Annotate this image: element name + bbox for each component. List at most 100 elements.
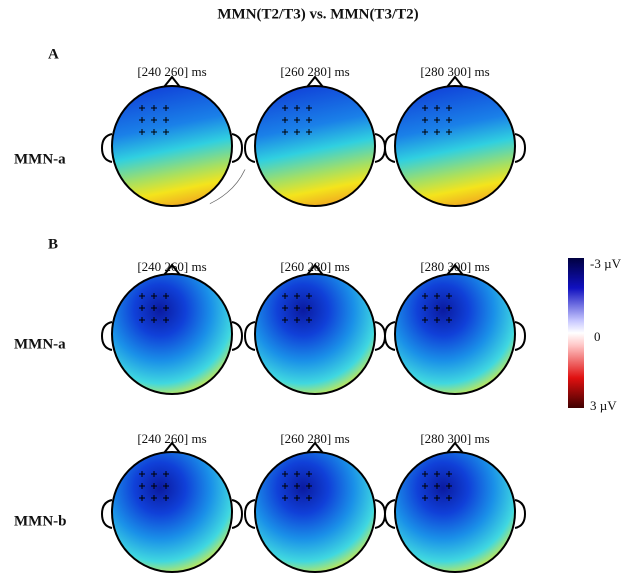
electrode (434, 305, 440, 311)
electrode (163, 293, 169, 299)
ear (374, 133, 387, 163)
electrode (294, 293, 300, 299)
electrode (306, 293, 312, 299)
nose (306, 441, 324, 454)
scalp (112, 274, 232, 394)
time-window-label: [260 280] ms (280, 431, 349, 446)
figure-title: MMN(T2/T3) vs. MMN(T3/T2) (217, 6, 418, 22)
electrode (294, 129, 300, 135)
electrode (306, 471, 312, 477)
topomap (377, 75, 533, 212)
electrode (139, 317, 145, 323)
electrode (434, 117, 440, 123)
electrode (151, 293, 157, 299)
electrode (294, 483, 300, 489)
ear (243, 321, 256, 351)
electrode (446, 471, 452, 477)
electrode (446, 495, 452, 501)
electrode (151, 495, 157, 501)
electrode (163, 117, 169, 123)
head-outline (394, 273, 516, 395)
nose (163, 75, 181, 88)
head-outline (254, 85, 376, 207)
topomap (377, 441, 533, 578)
electrode (446, 483, 452, 489)
scalp (395, 452, 515, 572)
ear (514, 321, 527, 351)
electrode (446, 293, 452, 299)
electrode (306, 105, 312, 111)
ear (231, 321, 244, 351)
ear (374, 499, 387, 529)
electrode (434, 129, 440, 135)
electrode (282, 483, 288, 489)
electrode (282, 317, 288, 323)
scalp (255, 274, 375, 394)
electrode (306, 317, 312, 323)
time-window-label: [280 300] ms (420, 431, 489, 446)
head-outline (111, 273, 233, 395)
electrode (294, 495, 300, 501)
scalp (395, 86, 515, 206)
topomap (94, 263, 250, 400)
electrode (422, 305, 428, 311)
electrode (422, 293, 428, 299)
topomap (237, 75, 393, 212)
electrode (139, 117, 145, 123)
electrode (422, 471, 428, 477)
time-window-label: [260 280] ms (280, 64, 349, 79)
electrode (306, 129, 312, 135)
electrode (163, 495, 169, 501)
electrode (151, 317, 157, 323)
head-outline (394, 85, 516, 207)
electrode (434, 293, 440, 299)
electrode (294, 117, 300, 123)
nose (163, 263, 181, 276)
electrode (282, 129, 288, 135)
topomap (237, 263, 393, 400)
electrode (151, 105, 157, 111)
colorbar-label: 0 (594, 329, 601, 344)
electrode (422, 495, 428, 501)
topomap (94, 441, 250, 578)
electrode (282, 495, 288, 501)
topomap (94, 75, 250, 212)
electrode (151, 471, 157, 477)
nose (163, 441, 181, 454)
ear (100, 133, 113, 163)
electrode (446, 105, 452, 111)
electrode (139, 471, 145, 477)
electrode (163, 483, 169, 489)
scalp (255, 452, 375, 572)
nose (446, 263, 464, 276)
colorbar-label: -3 µV (590, 256, 622, 271)
ear (514, 133, 527, 163)
scalp (112, 86, 232, 206)
electrode (434, 105, 440, 111)
nose (446, 75, 464, 88)
electrode (139, 305, 145, 311)
electrode (306, 117, 312, 123)
electrode (306, 305, 312, 311)
head-outline (254, 273, 376, 395)
nose (446, 441, 464, 454)
electrode (446, 129, 452, 135)
topomap (377, 263, 533, 400)
electrode (446, 317, 452, 323)
electrode (422, 317, 428, 323)
electrode (422, 483, 428, 489)
electrode (151, 483, 157, 489)
scalp (112, 452, 232, 572)
electrode (139, 293, 145, 299)
scalp (395, 274, 515, 394)
electrode (306, 483, 312, 489)
ear (231, 133, 244, 163)
electrode (422, 117, 428, 123)
electrode (139, 105, 145, 111)
colorbar (568, 258, 584, 408)
ear (383, 321, 396, 351)
ear (100, 499, 113, 529)
electrode (294, 317, 300, 323)
electrode (151, 117, 157, 123)
electrode (163, 129, 169, 135)
